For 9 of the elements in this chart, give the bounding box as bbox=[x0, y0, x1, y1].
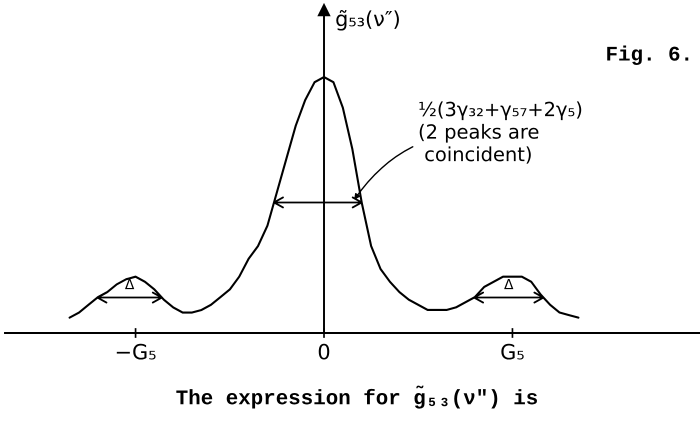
text: Fig. 6. bbox=[607, 45, 688, 65]
x-tick-label: −G₅ bbox=[116, 344, 156, 360]
text: The expression for g̃₅₃(ν″) is bbox=[176, 386, 537, 409]
annotation: Δ bbox=[504, 278, 514, 290]
y-axis-title: g̃₅₃(ν″) bbox=[336, 10, 399, 31]
annotation: Δ bbox=[124, 278, 134, 290]
annotation: ½(3γ₃₂+γ₅₇+2γ₅) (2 peaks are coincident) bbox=[419, 101, 582, 164]
x-tick-label: G₅ bbox=[501, 344, 524, 360]
x-tick-label: 0 bbox=[318, 344, 330, 360]
